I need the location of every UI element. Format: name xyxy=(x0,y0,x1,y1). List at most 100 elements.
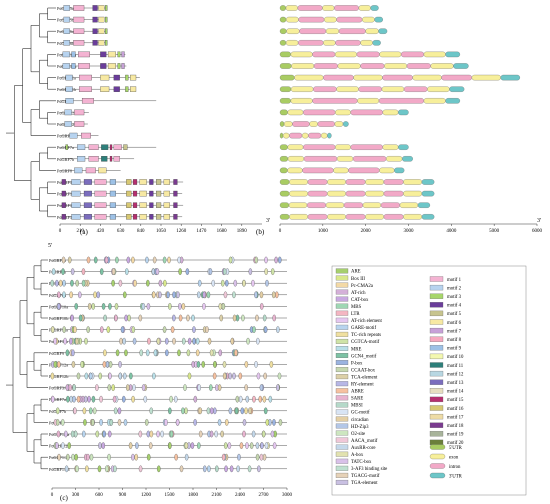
cis-element xyxy=(184,453,189,461)
exon-segment xyxy=(309,121,318,127)
cis-element xyxy=(206,407,211,415)
utr5-segment xyxy=(279,40,287,46)
cis-element xyxy=(206,291,211,299)
cis-element xyxy=(105,465,109,473)
gene-label: PuGRF8 xyxy=(57,168,72,173)
motif-box xyxy=(173,214,178,220)
cis-element xyxy=(220,279,225,287)
cis-element xyxy=(162,326,167,333)
cis-element xyxy=(252,326,256,333)
gene-structure-panel xyxy=(279,5,521,220)
intron-segment xyxy=(297,5,323,11)
cis-legend-swatch xyxy=(335,275,349,281)
axis-a-tick-label: 840 xyxy=(137,229,145,234)
cis-element xyxy=(131,256,135,264)
utr3-segment xyxy=(398,109,409,116)
cis-element xyxy=(118,361,122,368)
motif-legend-swatch xyxy=(429,422,444,428)
exon-segment xyxy=(403,214,423,220)
cis-element xyxy=(198,407,203,415)
cis-element xyxy=(117,407,122,415)
motif-legend-label: motif 10 xyxy=(447,355,464,360)
cis-element xyxy=(228,407,233,415)
utr3-segment xyxy=(445,98,461,104)
cis-element xyxy=(63,337,67,345)
axis-a: 0 210 420 630 840 1050 1260 1470 1680 1890 xyxy=(59,223,262,234)
utr5-segment xyxy=(279,121,285,127)
motif-box xyxy=(149,179,154,185)
cis-legend-swatch xyxy=(335,458,349,464)
motif-box xyxy=(61,202,66,208)
cis-element xyxy=(73,326,77,333)
cis-element xyxy=(55,279,59,287)
motif-box xyxy=(71,63,76,69)
cis-element xyxy=(66,453,70,461)
cis-element xyxy=(208,268,213,275)
gene-label: PuGRF9 xyxy=(57,99,72,104)
motif-box xyxy=(100,86,110,92)
cis-element xyxy=(268,395,273,403)
cis-legend-label: TC-rich repeats xyxy=(351,333,381,338)
motif-box xyxy=(109,144,113,150)
axis-c-tick-label: 900 xyxy=(119,493,127,498)
exon-segment xyxy=(294,74,324,81)
utr3-segment xyxy=(327,132,332,139)
cis-element xyxy=(57,361,61,368)
axis-b-tick-label: 0 xyxy=(279,229,282,234)
motif-box xyxy=(132,214,138,220)
motif-box xyxy=(83,190,92,197)
motif-box xyxy=(163,179,170,185)
cis-legend-swatch xyxy=(335,331,349,337)
cis-element xyxy=(256,372,261,380)
cis-element xyxy=(272,419,276,426)
motif-box xyxy=(74,167,83,174)
intron-segment xyxy=(289,132,303,139)
cis-element xyxy=(102,361,107,368)
exon-segment xyxy=(327,179,346,185)
axis-a-tick-label: 1890 xyxy=(237,229,248,234)
motif-box xyxy=(113,74,120,81)
cis-element xyxy=(114,303,119,310)
exon-segment xyxy=(290,98,313,104)
motif-box xyxy=(78,63,90,69)
utr3-segment xyxy=(374,16,383,23)
cis-element xyxy=(122,395,126,403)
cis-element xyxy=(254,256,259,264)
legend: ARE Box III Pc-CMA2a AT-rich CAT-box MBS LTR AT… xyxy=(331,265,527,496)
cis-element xyxy=(83,395,88,403)
cis-element xyxy=(242,279,246,287)
cis-element xyxy=(264,442,269,449)
motif-legend-label: motif 9 xyxy=(447,347,462,352)
cis-element xyxy=(93,256,98,264)
cis-element xyxy=(185,268,190,275)
cis-element xyxy=(64,430,68,438)
cis-element xyxy=(237,453,241,461)
motif-box xyxy=(79,74,92,81)
motif-box xyxy=(94,190,107,197)
cis-element xyxy=(103,349,107,357)
motif-box xyxy=(105,40,108,46)
axis-c-tick-label: 300 xyxy=(72,493,80,498)
intron-segment xyxy=(380,202,401,208)
axis-a-tick-label: 210 xyxy=(76,229,84,234)
cis-element xyxy=(152,372,156,380)
cis-element xyxy=(113,465,117,473)
motif-box xyxy=(105,28,108,34)
intron-segment xyxy=(441,74,472,81)
cis-element xyxy=(209,430,214,438)
intron-segment xyxy=(383,190,404,197)
cis-element xyxy=(238,372,243,380)
cis-element xyxy=(122,337,126,345)
cis-element xyxy=(178,268,182,275)
utr5-segment xyxy=(279,86,292,92)
cis-element xyxy=(75,337,79,345)
cis-element xyxy=(270,430,275,438)
cis-legend-label: AT-rich element xyxy=(351,319,383,324)
intron-segment xyxy=(302,167,334,174)
cis-element xyxy=(221,303,226,310)
cis-legend-swatch xyxy=(335,310,349,316)
motif-box xyxy=(163,214,170,220)
axis-c-tick-label: 2700 xyxy=(259,493,270,498)
cis-element xyxy=(65,349,70,357)
motif-box xyxy=(61,190,66,197)
